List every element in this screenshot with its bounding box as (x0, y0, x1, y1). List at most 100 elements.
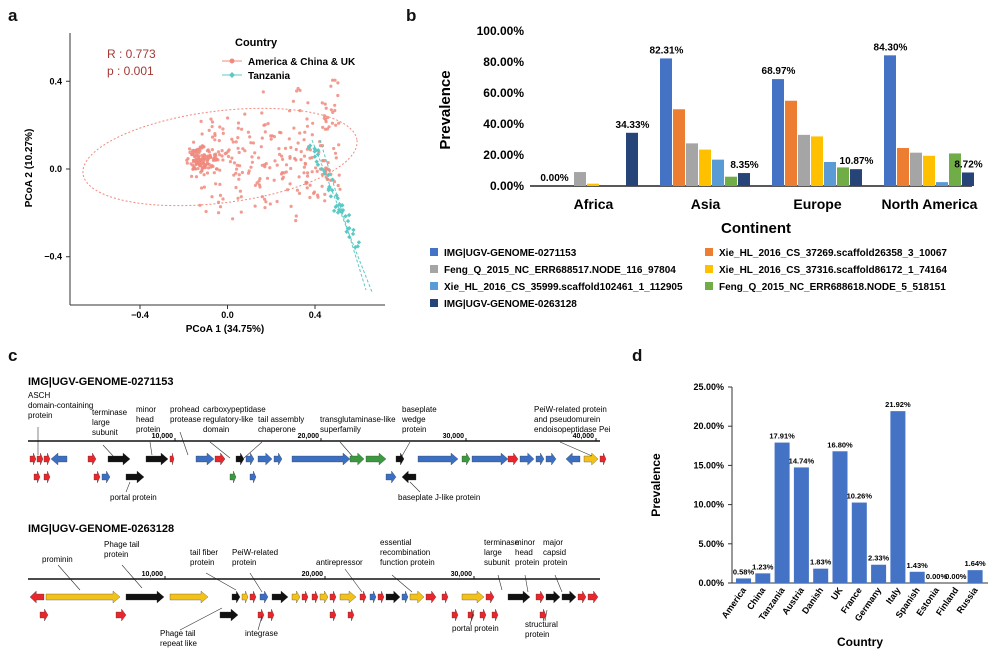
data-label: 0.58% (733, 567, 755, 576)
scatter-point (333, 78, 337, 82)
scatter-point (308, 183, 312, 187)
data-label: 84.30% (874, 42, 908, 53)
scatter-point (221, 197, 225, 201)
bar (837, 167, 849, 186)
scatter-point (338, 187, 342, 191)
scatter-point (235, 167, 239, 171)
scatter-point (294, 219, 298, 223)
scatter-point (241, 147, 245, 151)
scatter-point (236, 121, 241, 125)
legend-swatch (430, 248, 438, 256)
scatter-point (218, 193, 223, 197)
scatter-point (331, 208, 337, 213)
gene-arrow (87, 452, 97, 466)
scatter-point (221, 158, 225, 162)
bar (824, 161, 836, 186)
scatter-point (226, 154, 231, 159)
scatter-point (302, 171, 306, 175)
scatter-point (326, 172, 331, 178)
g1-label-baseplate-wedge: baseplate wedge protein (401, 405, 437, 434)
scatter-point (331, 110, 335, 114)
scatter-point (190, 174, 194, 178)
gene-arrow (349, 452, 365, 466)
scatter-point (211, 158, 215, 162)
scatter-point (243, 112, 247, 116)
data-label: 2.33% (868, 554, 890, 563)
gene-arrow (461, 452, 471, 466)
scatter-point (293, 156, 297, 161)
scatter-point (214, 182, 218, 186)
scatter-point (303, 162, 308, 166)
data-label: 1.43% (907, 561, 929, 570)
gene-arrow (33, 470, 41, 484)
legend-label: Xie_HL_2016_CS_37269.scaffold26358_3_100… (719, 248, 947, 259)
scatter-point (212, 171, 216, 175)
scatter-point (351, 227, 356, 233)
gene-arrow (245, 452, 255, 466)
country-bar-chart: 25.00% 20.00% 15.00% 10.00% 5.00% 0.00% 0.58%… (649, 382, 988, 649)
scatter-point (336, 81, 340, 85)
scatter-point (326, 187, 331, 193)
gene-arrow (339, 590, 357, 604)
scatter-point (304, 181, 308, 186)
scatter-point (239, 210, 243, 214)
bar (890, 411, 906, 583)
category-label: Italy (884, 585, 903, 605)
legend-item-america: America & China & UK (222, 57, 356, 68)
g1-label-carboxypeptidase: carboxypeptidase regulatory-like domain (203, 405, 266, 434)
scatter-point (285, 188, 290, 192)
g2-label-integrase: integrase (245, 629, 278, 638)
scatter-point (236, 196, 240, 200)
scatter-point (284, 170, 288, 174)
scatter-point (237, 177, 241, 181)
y-tick-label: 80.00% (483, 55, 524, 69)
legend-title: Country (235, 37, 278, 49)
g1-label-baseplate-j: baseplate J-like protein (398, 493, 480, 502)
scatter-point (344, 229, 349, 234)
scatter-point (323, 199, 327, 203)
gene-arrow (145, 452, 169, 466)
y-tick-label: 0.00% (698, 578, 724, 588)
gene-arrow (257, 608, 265, 622)
gene-arrow (587, 590, 599, 604)
scatter-point (305, 124, 310, 128)
gene-arrow (441, 590, 449, 604)
confidence-ellipse-america (82, 107, 358, 207)
legend-label-tanzania: Tanzania (248, 71, 290, 82)
scatter-point (217, 139, 221, 143)
scatter-point (259, 145, 263, 149)
scatter-point (302, 165, 306, 169)
gene-arrow (385, 590, 401, 604)
scatter-point (355, 244, 360, 249)
scatter-point (226, 149, 230, 153)
category-label: UK (829, 585, 845, 602)
scatter-point (218, 205, 223, 209)
scatter-point (347, 234, 352, 240)
g1-label-minor-head: minor head protein (136, 405, 160, 434)
scatter-point (194, 149, 198, 153)
p-value: p : 0.001 (107, 64, 154, 78)
scatter-point (257, 179, 261, 183)
gene-arrow (599, 452, 607, 466)
scatter-point (212, 153, 217, 157)
gene-arrow (395, 452, 405, 466)
data-label: 34.33% (616, 120, 650, 131)
gene-arrow (467, 608, 475, 622)
scatter-point (221, 127, 225, 131)
x-tick-label: 0.4 (309, 310, 322, 320)
scatter-point (253, 151, 257, 155)
scatter-point (322, 114, 326, 118)
scatter-point (264, 200, 268, 204)
bar (967, 570, 983, 583)
bar (949, 153, 961, 186)
data-label: 0.00% (926, 572, 948, 581)
scatter-point (275, 163, 279, 167)
scatter-point (205, 149, 209, 153)
scatter-point (318, 144, 323, 148)
scatter-point (334, 193, 339, 198)
data-label: 10.87% (840, 156, 874, 167)
scatter-point (202, 185, 206, 189)
gene-arrow (545, 590, 561, 604)
scatter-point (264, 162, 268, 166)
scatter-point (210, 125, 214, 129)
